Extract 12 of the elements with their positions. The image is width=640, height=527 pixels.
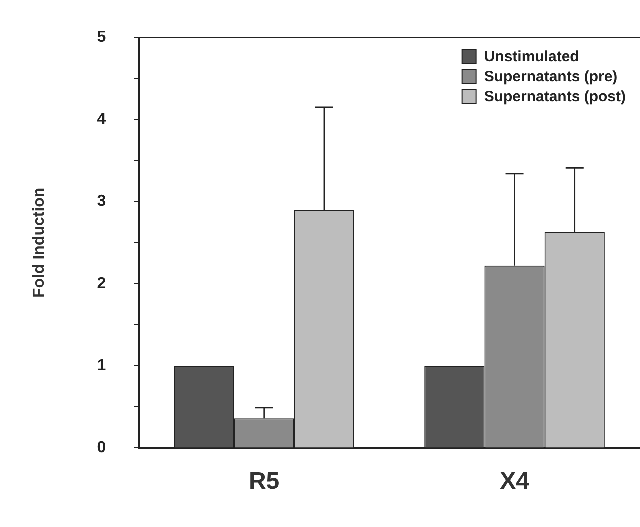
y-axis-title: Fold Induction [31,188,48,298]
y-tick-label: 0 [97,440,106,457]
y-tick-label: 3 [97,193,106,210]
legend-label: Supernatants (pre) [484,68,618,86]
y-tick-label: 4 [97,111,106,128]
y-tick-label: 2 [97,275,106,292]
x-tick-label: X4 [500,468,530,496]
y-tick-label: 5 [97,29,106,46]
legend-label: Unstimulated [484,48,580,66]
legend-label: Supernatants (post) [484,88,626,106]
x-tick-label: R5 [248,468,280,496]
y-tick-label: 1 [97,357,106,374]
